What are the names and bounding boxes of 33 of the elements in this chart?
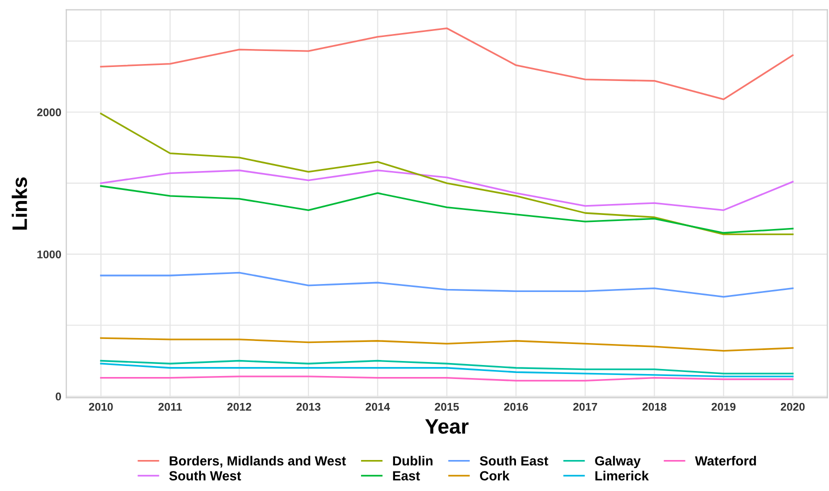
line-series	[100, 337, 794, 352]
x-tick-label: 2012	[227, 402, 252, 411]
x-tick-label: 2015	[434, 402, 459, 411]
line-series	[100, 360, 794, 374]
legend-label: East	[393, 471, 420, 480]
x-tick-label: 2017	[573, 402, 598, 411]
x-tick-label: 2014	[366, 402, 390, 411]
legend-label: South West	[169, 470, 242, 480]
legend-label: Galway	[595, 456, 641, 468]
legend-label: Cork	[480, 470, 510, 480]
legend-label: Limerick	[595, 470, 649, 480]
y-tick-label: 0	[56, 392, 62, 400]
x-axis-title: Year	[425, 419, 469, 434]
x-tick-label: 2013	[296, 402, 320, 411]
line-series	[100, 112, 794, 236]
line-series	[100, 362, 794, 378]
line-series	[100, 27, 794, 100]
x-tick-label: 2011	[158, 402, 182, 411]
legend-label: South East	[480, 456, 548, 466]
y-tick-label: 2000	[37, 108, 62, 116]
line-series	[100, 185, 794, 234]
y-axis-title: Links	[12, 177, 28, 230]
legend-label: Waterford	[694, 456, 756, 466]
line-series	[100, 272, 794, 298]
x-tick-label: 2016	[504, 402, 528, 411]
legend-label: Dublin	[393, 456, 432, 466]
y-tick-label: 1000	[37, 250, 62, 258]
line-series	[100, 170, 794, 211]
legend-label: Borders, Midlands and West	[170, 456, 346, 468]
x-tick-label: 2020	[780, 402, 805, 411]
x-tick-label: 2019	[712, 402, 736, 411]
x-tick-label: 2010	[88, 402, 113, 411]
x-tick-label: 2018	[642, 402, 666, 411]
